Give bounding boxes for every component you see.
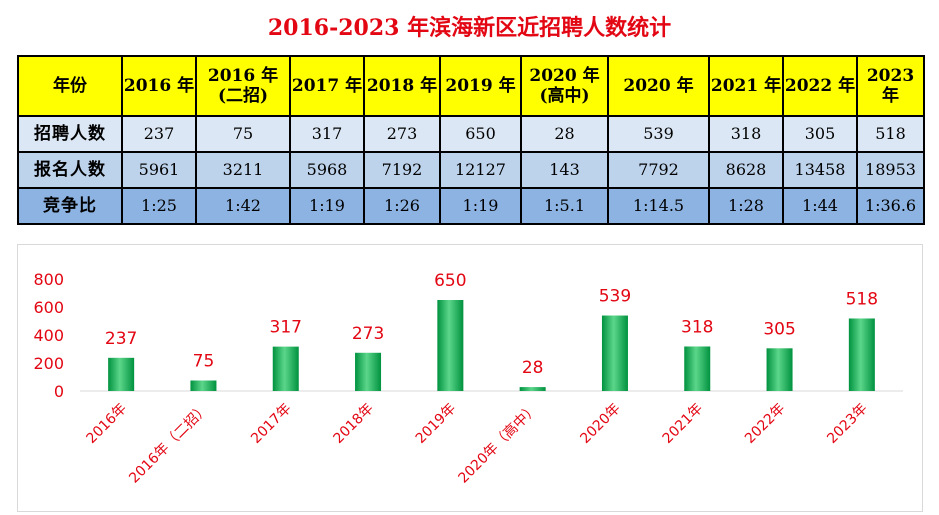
x-tick-label: 2017年 bbox=[248, 401, 294, 447]
header-label-cell: 年份 bbox=[17, 55, 123, 117]
header-cell: 2020 年(高中) bbox=[520, 55, 609, 117]
table-cell: 305 bbox=[782, 115, 858, 153]
bar-chart: 0 200 400 600 800 237 75 317 273 650 28 539 318 305 5… bbox=[33, 270, 903, 487]
data-label: 650 bbox=[434, 271, 466, 291]
x-tick-label: 2018年 bbox=[330, 401, 376, 447]
chart-area: 0 200 400 600 800 237 75 317 273 650 28 539 318 305 5… bbox=[17, 244, 923, 512]
y-tick-label: 800 bbox=[33, 270, 64, 289]
table-cell: 237 bbox=[121, 115, 197, 153]
header-cell: 2020 年 bbox=[607, 55, 710, 117]
data-label: 305 bbox=[763, 319, 795, 339]
table-cell: 650 bbox=[439, 115, 522, 153]
data-label: 317 bbox=[270, 318, 302, 338]
x-tick-label: 2022年 bbox=[742, 401, 788, 447]
data-label: 75 bbox=[193, 352, 215, 372]
bar bbox=[108, 357, 135, 391]
data-label: 237 bbox=[105, 329, 137, 349]
header-cell: 2017 年 bbox=[289, 55, 365, 117]
header-cell: 2018 年 bbox=[363, 55, 441, 117]
page-title: 2016-2023 年滨海新区近招聘人数统计 bbox=[267, 15, 672, 41]
table-cell: 1:28 bbox=[708, 187, 784, 225]
table-cell: 75 bbox=[195, 115, 291, 153]
table-cell: 539 bbox=[607, 115, 710, 153]
table-cell: 13458 bbox=[782, 151, 858, 189]
table-cell: 1:5.1 bbox=[520, 187, 609, 225]
header-cell: 2022 年 bbox=[782, 55, 858, 117]
table-cell: 28 bbox=[520, 115, 609, 153]
table-cell: 1:25 bbox=[121, 187, 197, 225]
table-cell: 1:36.6 bbox=[856, 187, 925, 225]
table-cell: 1:14.5 bbox=[607, 187, 710, 225]
data-label: 539 bbox=[599, 287, 631, 307]
table-header-row: 年份 2016 年 2016 年(二招) 2017 年 2018 年 2019 … bbox=[17, 55, 925, 117]
table-cell: 1:42 bbox=[195, 187, 291, 225]
header-cell: 2021 年 bbox=[708, 55, 784, 117]
table-cell: 273 bbox=[363, 115, 441, 153]
data-label: 518 bbox=[846, 289, 878, 309]
table-cell: 7192 bbox=[363, 151, 441, 189]
table-cell: 1:26 bbox=[363, 187, 441, 225]
bar bbox=[601, 315, 628, 391]
bar bbox=[684, 346, 711, 391]
table-cell: 8628 bbox=[708, 151, 784, 189]
bar bbox=[355, 352, 382, 391]
table-cell: 18953 bbox=[856, 151, 925, 189]
table-cell: 317 bbox=[289, 115, 365, 153]
table-cell: 1:19 bbox=[289, 187, 365, 225]
y-tick-label: 200 bbox=[33, 354, 64, 373]
table-cell: 143 bbox=[520, 151, 609, 189]
row-label: 招聘人数 bbox=[17, 115, 123, 153]
table-row-recruits: 招聘人数 237 75 317 273 650 28 539 318 305 5… bbox=[17, 115, 925, 153]
bar bbox=[766, 348, 793, 391]
table-cell: 518 bbox=[856, 115, 925, 153]
table-cell: 12127 bbox=[439, 151, 522, 189]
y-tick-label: 600 bbox=[33, 298, 64, 317]
x-tick-label: 2019年 bbox=[413, 401, 459, 447]
bar bbox=[848, 318, 875, 391]
header-cell: 2023 年 bbox=[856, 55, 925, 117]
data-label: 318 bbox=[681, 317, 713, 337]
bar bbox=[190, 380, 217, 391]
header-cell: 2016 年 bbox=[121, 55, 197, 117]
table-cell: 1:44 bbox=[782, 187, 858, 225]
row-label: 报名人数 bbox=[17, 151, 123, 189]
table-cell: 1:19 bbox=[439, 187, 522, 225]
table-cell: 318 bbox=[708, 115, 784, 153]
x-tick-label: 2021年 bbox=[660, 401, 706, 447]
stats-table: 年份 2016 年 2016 年(二招) 2017 年 2018 年 2019 … bbox=[17, 55, 925, 225]
y-tick-label: 400 bbox=[33, 326, 64, 345]
y-tick-label: 0 bbox=[54, 382, 64, 401]
table-cell: 7792 bbox=[607, 151, 710, 189]
x-tick-label: 2023年 bbox=[824, 401, 870, 447]
data-label: 273 bbox=[352, 324, 384, 344]
row-label: 竞争比 bbox=[17, 187, 123, 225]
x-tick-label: 2016年 bbox=[84, 401, 130, 447]
table-cell: 5968 bbox=[289, 151, 365, 189]
x-tick-label: 2016年（二招） bbox=[126, 401, 212, 487]
header-cell: 2016 年(二招) bbox=[195, 55, 291, 117]
bar bbox=[437, 300, 464, 391]
x-tick-label: 2020年 bbox=[577, 401, 623, 447]
header-cell: 2019 年 bbox=[439, 55, 522, 117]
table-row-ratio: 竞争比 1:25 1:42 1:19 1:26 1:19 1:5.1 1:14.… bbox=[17, 187, 925, 225]
bar bbox=[272, 346, 299, 391]
x-tick-label: 2020年（高中） bbox=[455, 400, 542, 487]
data-label: 28 bbox=[522, 358, 544, 378]
bar bbox=[519, 387, 546, 391]
table-cell: 5961 bbox=[121, 151, 197, 189]
table-row-applicants: 报名人数 5961 3211 5968 7192 12127 143 7792 … bbox=[17, 151, 925, 189]
table-cell: 3211 bbox=[195, 151, 291, 189]
